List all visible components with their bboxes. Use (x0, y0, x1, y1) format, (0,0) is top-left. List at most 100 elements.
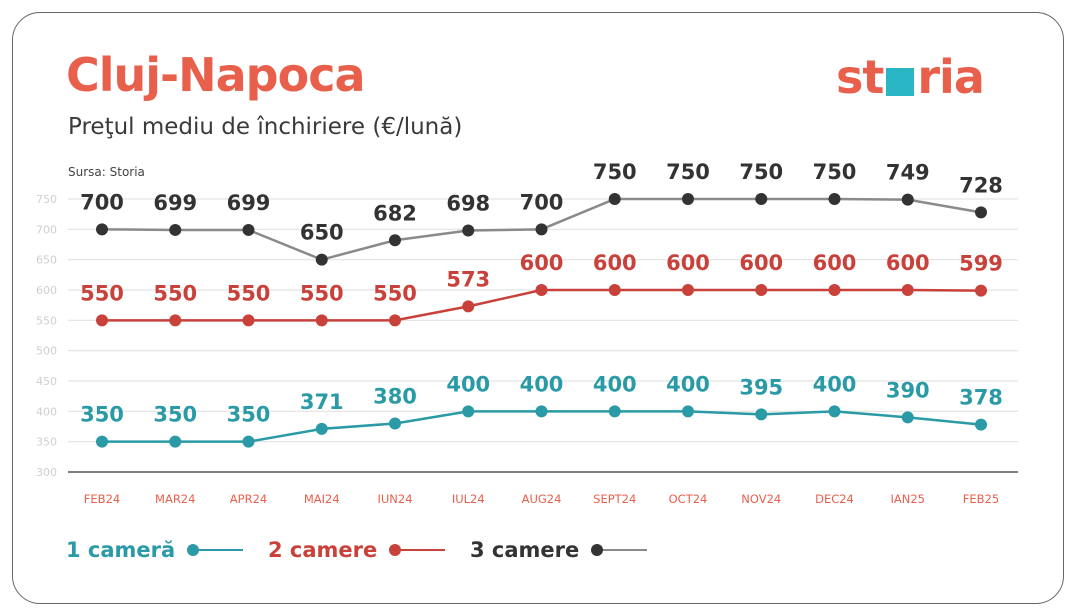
x-tick-label: AUG24 (522, 492, 562, 506)
data-label: 750 (813, 160, 857, 184)
y-tick-label: 300 (36, 466, 57, 479)
data-point (315, 422, 328, 435)
data-point (755, 408, 768, 421)
data-point (169, 435, 182, 448)
storia-logo: st ria (836, 50, 985, 104)
x-tick-label: APR24 (230, 492, 267, 506)
x-tick-label: MAI24 (304, 492, 340, 506)
data-label: 550 (373, 281, 417, 305)
legend-item: 1 cameră (66, 538, 244, 562)
data-point (755, 284, 768, 296)
y-tick-label: 700 (36, 223, 57, 236)
data-label: 350 (153, 403, 197, 427)
x-tick-label: IUL24 (452, 492, 485, 506)
data-label: 400 (446, 372, 490, 396)
data-label: 650 (300, 221, 344, 245)
data-point (975, 418, 987, 431)
data-label: 700 (520, 190, 564, 214)
data-label: 400 (666, 372, 710, 396)
legend-item: 2 camere (268, 538, 446, 562)
data-label: 400 (520, 372, 564, 396)
x-tick-label: FEB24 (84, 492, 120, 506)
data-point (608, 405, 621, 418)
data-point (682, 405, 694, 418)
legend-marker-icon (591, 544, 648, 556)
source-note: Sursa: Storia (68, 165, 145, 179)
data-label: 699 (227, 191, 271, 215)
y-tick-label: 750 (36, 193, 57, 206)
data-point (535, 405, 548, 418)
y-tick-label: 400 (36, 405, 57, 418)
data-label: 400 (593, 372, 637, 396)
data-point (975, 284, 987, 297)
data-point (242, 314, 255, 327)
y-tick-label: 450 (36, 375, 57, 388)
legend-marker-icon (187, 544, 244, 556)
data-label: 378 (959, 386, 1003, 410)
data-label: 750 (739, 160, 783, 184)
data-point (682, 284, 694, 296)
data-point (828, 193, 841, 205)
data-point (462, 224, 475, 237)
legend-label: 1 cameră (66, 538, 176, 562)
data-label: 550 (300, 281, 344, 305)
data-label: 699 (153, 191, 197, 215)
legend-item: 3 camere (470, 538, 648, 562)
data-point (389, 417, 401, 430)
data-point (682, 193, 694, 205)
data-label: 371 (300, 390, 344, 414)
data-label: 700 (80, 190, 124, 214)
y-tick-label: 500 (36, 345, 57, 358)
chart-title: Cluj-Napoca (66, 48, 366, 102)
data-label: 750 (593, 160, 637, 184)
data-label: 682 (373, 201, 417, 225)
legend-label: 3 camere (470, 538, 580, 562)
data-point (901, 411, 914, 424)
data-label: 550 (80, 281, 124, 305)
y-tick-label: 600 (36, 284, 57, 297)
legend-marker-icon (389, 544, 446, 556)
data-point (755, 193, 768, 205)
data-label: 550 (227, 281, 271, 305)
data-point (169, 314, 182, 327)
data-label: 395 (739, 375, 783, 399)
data-label: 380 (373, 384, 417, 408)
data-point (462, 405, 475, 418)
y-tick-label: 650 (36, 254, 57, 267)
data-point (242, 435, 255, 448)
x-tick-label: NOV24 (741, 492, 781, 506)
x-tick-label: OCT24 (669, 492, 708, 506)
data-label: 749 (886, 161, 930, 185)
y-tick-label: 350 (36, 436, 57, 449)
data-label: 728 (959, 173, 1003, 197)
data-label: 698 (446, 192, 490, 216)
data-point (608, 284, 621, 296)
data-point (828, 405, 841, 418)
legend-label: 2 camere (268, 538, 378, 562)
data-point (828, 284, 841, 296)
data-point (315, 314, 328, 327)
data-label: 750 (666, 160, 710, 184)
data-label: 550 (153, 281, 197, 305)
data-point (242, 223, 255, 236)
data-label: 599 (959, 252, 1003, 276)
data-point (975, 206, 987, 219)
data-label: 573 (446, 267, 490, 291)
data-point (901, 193, 914, 206)
data-label: 600 (813, 251, 857, 275)
data-label: 350 (80, 403, 124, 427)
chart-subtitle: Preţul mediu de închiriere (€/lună) (68, 114, 463, 140)
data-point (315, 253, 328, 266)
data-point (535, 284, 548, 296)
data-point (96, 435, 108, 448)
y-tick-label: 550 (36, 314, 57, 327)
data-label: 600 (593, 251, 637, 275)
data-point (96, 223, 108, 236)
x-tick-label: DEC24 (815, 492, 854, 506)
x-tick-label: FEB25 (963, 492, 999, 506)
data-label: 350 (227, 403, 271, 427)
x-tick-label: MAR24 (155, 492, 195, 506)
data-point (96, 314, 108, 327)
data-label: 390 (886, 378, 930, 402)
